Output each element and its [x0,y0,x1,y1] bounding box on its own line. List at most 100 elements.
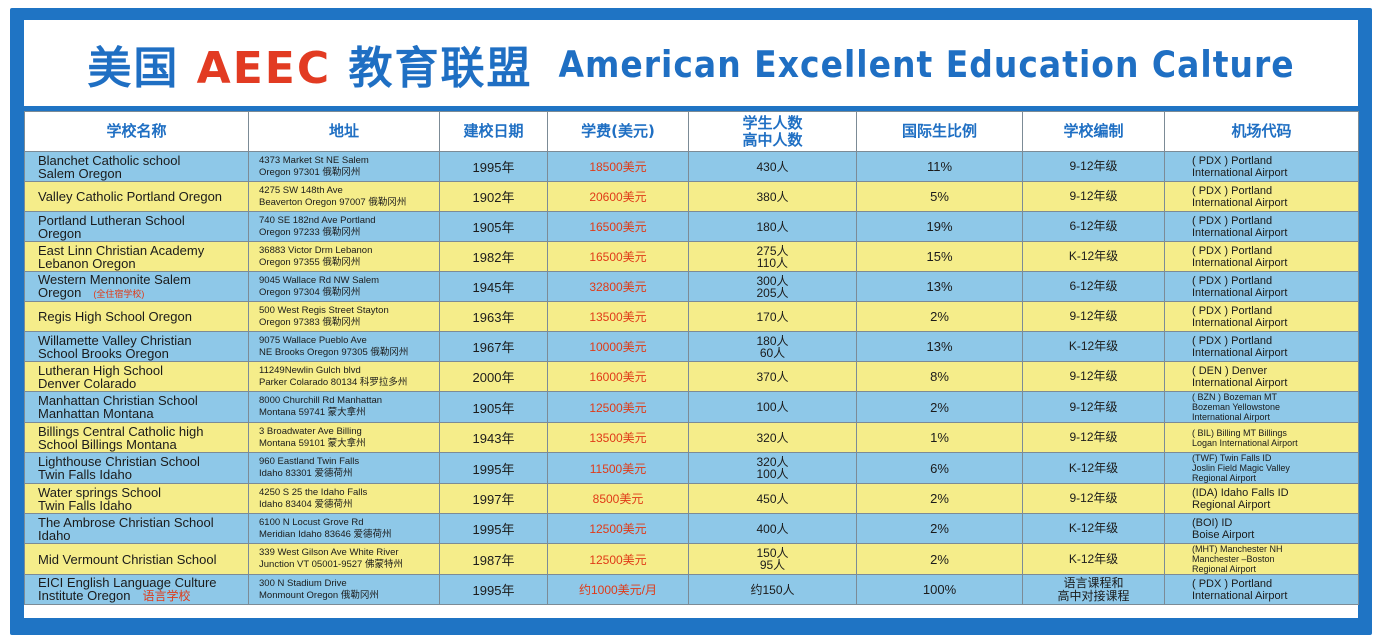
school-name-line: Water springs School [38,484,162,500]
intl-ratio-cell: 11% [856,151,1023,182]
founded-cell: 1995年 [439,151,548,182]
address-line: Montana 59741 蒙大拿州 [259,407,366,418]
founded-cell: 1943年 [439,422,548,453]
airport-line: International Airport [1192,589,1288,602]
table-row: Blanchet Catholic school Salem Oregon 4373… [24,151,1359,182]
table-row: The Ambrose Christian School Idaho 6100 N … [24,513,1359,544]
address-line: 740 SE 182nd Ave Portland [259,214,376,226]
grade-line: 语言课程和 [1063,575,1124,590]
tuition-cell: 13500美元 [547,422,689,453]
airport-line: (IDA) Idaho Falls ID [1192,486,1289,499]
airport-line: International Airport [1192,286,1288,299]
students-line: 100人 [756,400,789,414]
students-line: 275人 [756,243,789,258]
address-line: 36883 Victor Drm Lebanon [259,244,373,256]
intl-ratio-cell: 1% [856,422,1023,453]
grade-cell: 9-12年级 [1022,361,1165,392]
address-line: 960 Eastland Twin Falls [259,456,360,467]
tuition-cell: 12500美元 [547,543,689,575]
intl-ratio-cell: 2% [856,301,1023,332]
airport-cell: ( PDX ) Portland International Airport [1164,301,1359,332]
address-cell: 339 West Gilson Ave White River Junction … [248,543,440,575]
airport-line: International Airport [1192,316,1288,329]
table-row: Valley Catholic Portland Oregon 4275 SW 1… [24,181,1359,212]
intl-ratio-cell: 2% [856,391,1023,423]
airport-cell: ( PDX ) Portland International Airport [1164,211,1359,242]
intl-ratio-cell: 8% [856,361,1023,392]
address-line: 4373 Market St NE Salem [259,154,369,166]
airport-line: Manchester –Boston [1192,554,1275,564]
grade-cell: 9-12年级 [1022,301,1165,332]
students-line: 320人 [756,455,789,469]
students-cell: 430人 [688,151,857,182]
school-name-cell: The Ambrose Christian School Idaho [24,513,249,544]
founded-cell: 1902年 [439,181,548,212]
school-name-cell: East Linn Christian Academy Lebanon Orego… [24,241,249,272]
header-students-line: 学生人数 [742,113,803,132]
grade-cell: K-12年级 [1022,513,1165,544]
airport-line: ( PDX ) Portland [1192,304,1273,317]
students-cell: 380人 [688,181,857,212]
students-line: 150人 [756,546,789,560]
grade-cell: 9-12年级 [1022,422,1165,453]
airport-cell: ( DEN ) Denver International Airport [1164,361,1359,392]
school-name-line: Salem Oregon [38,165,122,181]
airport-line: Regional Airport [1192,473,1257,483]
header-airport-line: 机场代码 [1231,122,1292,140]
address-cell: 8000 Churchill Rd Manhattan Montana 59741… [248,391,440,423]
address-cell: 4275 SW 148th Ave Beaverton Oregon 97007 … [248,181,440,212]
address-cell: 300 N Stadium Drive Monmount Oregon 俄勒冈州 [248,574,440,605]
grade-cell: 6-12年级 [1022,271,1165,302]
students-cell: 100人 [688,391,857,423]
title-english: American Excellent Education Calture [558,42,1295,86]
grade-line: 9-12年级 [1069,159,1118,173]
airport-line: (TWF) Twin Falls ID [1192,453,1272,464]
grade-line: 9-12年级 [1069,430,1118,444]
table-row: Lighthouse Christian School Twin Falls Id… [24,452,1359,484]
table-row: Billings Central Catholic high School Bil… [24,422,1359,453]
airport-line: ( PDX ) Portland [1192,577,1273,590]
school-name-line: Oregon (全住宿学校) [38,286,248,301]
address-line: Idaho 83404 爱德荷州 [259,498,353,510]
intl-ratio-cell: 13% [856,271,1023,302]
airport-line: Bozeman Yellowstone [1192,402,1281,412]
grade-line: 9-12年级 [1069,309,1118,323]
address-line: 300 N Stadium Drive [259,577,347,589]
grade-line: 9-12年级 [1069,491,1118,505]
founded-cell: 1995年 [439,574,548,605]
school-name-line: Oregon [38,225,82,241]
address-cell: 9045 Wallace Rd NW Salem Oregon 97304 俄勒冈… [248,271,440,302]
grade-cell: 6-12年级 [1022,211,1165,242]
school-name-line: Oregon [38,284,82,300]
school-note: 语言学校 [142,589,191,603]
airport-line: ( PDX ) Portland [1192,184,1273,197]
address-cell: 960 Eastland Twin Falls Idaho 83301 爱德荷州 [248,452,440,484]
students-line: 320人 [756,430,789,445]
students-line: 180人 [756,219,789,234]
airport-cell: (TWF) Twin Falls ID Joslin Field Magic Va… [1164,452,1359,484]
grade-line: K-12年级 [1068,249,1119,263]
header-founded: 建校日期 [439,111,548,152]
school-name-line: Idaho [38,527,71,543]
airport-line: ( PDX ) Portland [1192,154,1273,167]
school-name-cell: Manhattan Christian School Manhattan Mont… [24,391,249,423]
school-name-line: Manhattan Montana [38,406,154,421]
school-name-line: Manhattan Christian School [38,393,198,408]
founded-cell: 1997年 [439,483,548,514]
grade-line: 9-12年级 [1069,369,1118,383]
tuition-cell: 18500美元 [547,151,689,182]
school-name-line: Twin Falls Idaho [38,497,132,513]
airport-cell: ( PDX ) Portland International Airport [1164,574,1359,605]
airport-line: Regional Airport [1192,564,1257,574]
school-name-line: Denver Colarado [38,375,137,391]
table-row: EICI English Language Culture Institute O… [24,574,1359,605]
students-line: 370人 [756,369,789,384]
airport-line: International Airport [1192,166,1288,179]
table-row: East Linn Christian Academy Lebanon Orego… [24,241,1359,272]
table-row: Regis High School Oregon 500 West Regis S… [24,301,1359,332]
school-note: (全住宿学校) [93,288,145,299]
table-row: Western Mennonite Salem Oregon (全住宿学校) 9045… [24,271,1359,302]
school-name-line: Regis High School Oregon [38,309,192,324]
address-line: 500 West Regis Street Stayton [259,304,389,316]
